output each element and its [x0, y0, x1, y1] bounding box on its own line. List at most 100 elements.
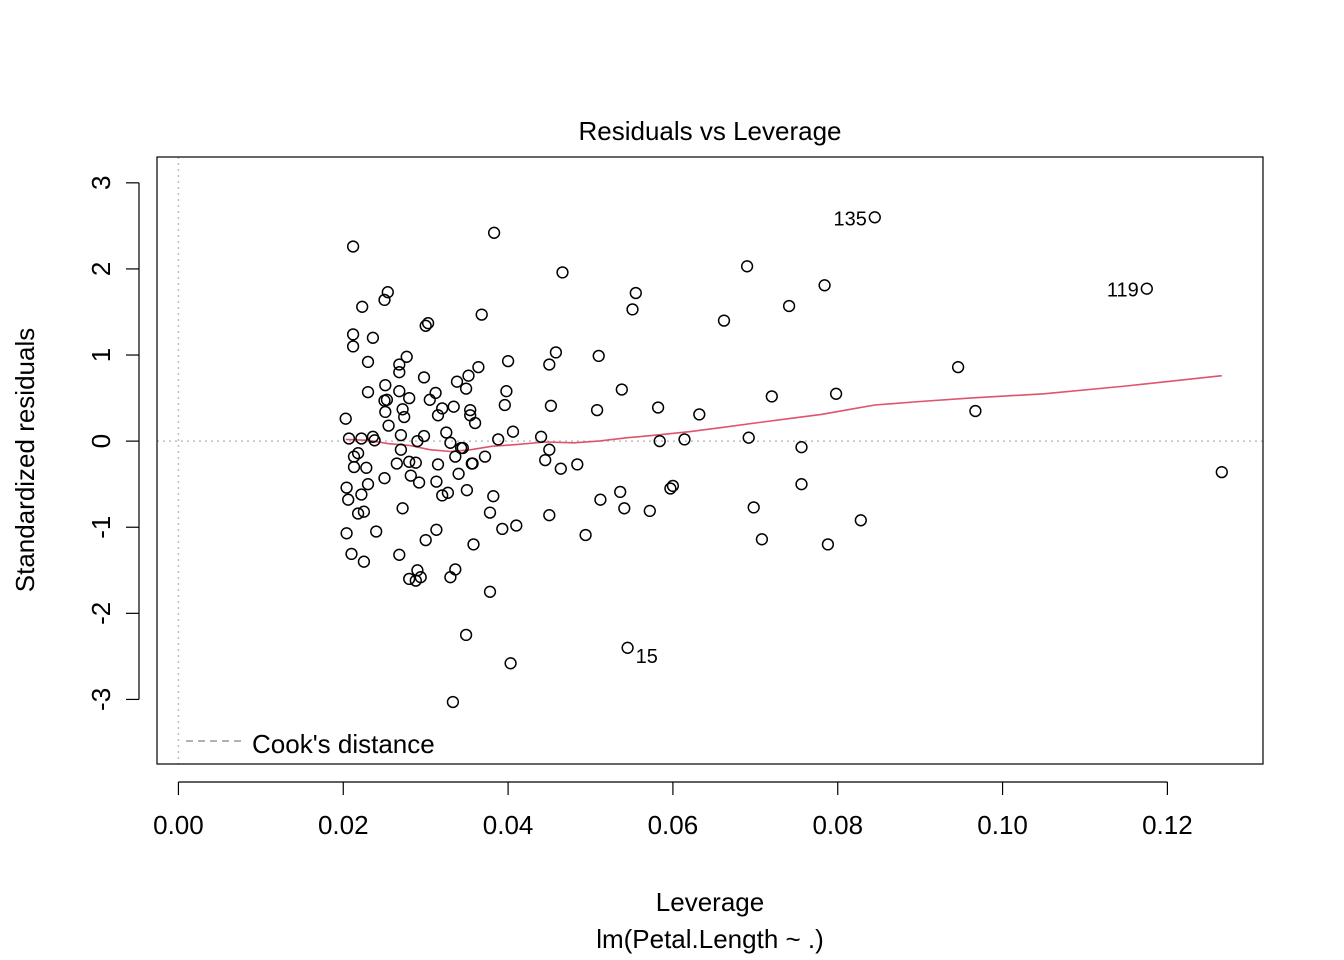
- data-point: [396, 502, 409, 515]
- legend: Cook's distance: [186, 729, 435, 759]
- data-point: [419, 533, 432, 547]
- smoother-line-group: [345, 374, 1222, 453]
- data-point: [629, 286, 642, 300]
- data-point: [379, 405, 392, 419]
- data-point: [436, 402, 449, 415]
- data-point: [951, 360, 965, 374]
- x-tick-label: 0.10: [977, 810, 1028, 840]
- data-point: [765, 390, 778, 403]
- data-point: [436, 489, 449, 502]
- data-point: [456, 441, 469, 455]
- data-point: [478, 450, 492, 463]
- data-point: [594, 493, 607, 506]
- data-point: [487, 226, 501, 239]
- data-point: [549, 346, 563, 359]
- data-point: [378, 472, 391, 485]
- data-point: [378, 293, 391, 307]
- y-tick-label: 1: [86, 348, 116, 362]
- data-point: [1215, 465, 1228, 479]
- data-point: [621, 641, 634, 654]
- data-point: [411, 564, 424, 577]
- data-point: [393, 366, 406, 379]
- data-point: [414, 571, 427, 584]
- data-point: [381, 286, 394, 299]
- data-point: [340, 481, 353, 494]
- data-point: [829, 387, 843, 400]
- data-point: [615, 383, 628, 396]
- data-point: [464, 403, 477, 417]
- y-axis-label: Standardized residuals: [10, 328, 40, 593]
- data-point: [361, 385, 375, 399]
- data-point: [818, 279, 831, 292]
- data-point: [653, 434, 666, 448]
- data-point: [417, 429, 431, 443]
- data-point: [543, 358, 556, 371]
- x-axis-label: Leverage: [656, 887, 764, 917]
- data-point: [795, 478, 808, 491]
- data-point: [510, 519, 523, 532]
- data-point: [498, 398, 511, 412]
- data-point: [626, 303, 639, 316]
- data-point: [412, 476, 426, 489]
- data-point: [360, 461, 373, 474]
- data-point: [409, 456, 422, 469]
- data-point: [740, 260, 754, 273]
- data-point: [543, 509, 556, 522]
- data-point: [379, 379, 392, 392]
- data-point: [446, 695, 460, 709]
- data-point: [643, 504, 656, 518]
- data-point: [393, 548, 406, 561]
- data-point: [441, 486, 455, 499]
- data-point: [346, 240, 360, 253]
- data-point: [356, 300, 369, 313]
- data-point: [357, 505, 371, 518]
- data-point: [500, 385, 513, 398]
- data-point: [483, 585, 497, 598]
- data-point: [430, 475, 443, 488]
- data-point: [396, 403, 409, 416]
- data-point: [506, 425, 520, 438]
- data-point: [361, 355, 375, 369]
- data-point: [651, 401, 665, 414]
- data-point: [543, 443, 556, 456]
- data-point: [501, 354, 515, 368]
- data-point: [355, 432, 368, 445]
- point-label: 119: [1107, 280, 1139, 302]
- data-point: [556, 266, 569, 279]
- data-point: [394, 428, 408, 442]
- data-point: [452, 467, 465, 480]
- data-point: [571, 458, 584, 471]
- data-point: [368, 434, 381, 447]
- x-tick-label: 0.04: [483, 810, 534, 840]
- data-point: [747, 501, 760, 514]
- data-point: [400, 350, 413, 363]
- data-point: [496, 522, 509, 536]
- data-point: [346, 328, 360, 341]
- data-point: [404, 469, 417, 482]
- data-point: [430, 523, 443, 536]
- data-point: [462, 369, 475, 382]
- y-tick-label: -3: [86, 688, 116, 711]
- data-point: [444, 571, 457, 584]
- data-point: [450, 375, 464, 388]
- data-point: [403, 391, 416, 405]
- data-point: [590, 403, 604, 417]
- data-point: [340, 527, 353, 540]
- data-point: [795, 441, 808, 454]
- x-tick-label: 0.08: [812, 810, 863, 840]
- y-tick-label: 3: [86, 176, 116, 190]
- point-label: 135: [833, 208, 866, 230]
- data-point: [449, 450, 462, 463]
- data-point: [339, 412, 352, 425]
- data-point: [618, 502, 631, 515]
- data-point: [403, 572, 416, 586]
- data-point: [554, 462, 567, 475]
- x-tick-label: 0.12: [1142, 810, 1193, 840]
- data-point: [592, 349, 605, 363]
- data-point: [717, 314, 731, 327]
- data-point: [449, 563, 462, 576]
- data-point: [421, 317, 435, 330]
- data-point: [423, 393, 436, 406]
- data-point: [366, 331, 380, 344]
- data-point: [345, 547, 358, 561]
